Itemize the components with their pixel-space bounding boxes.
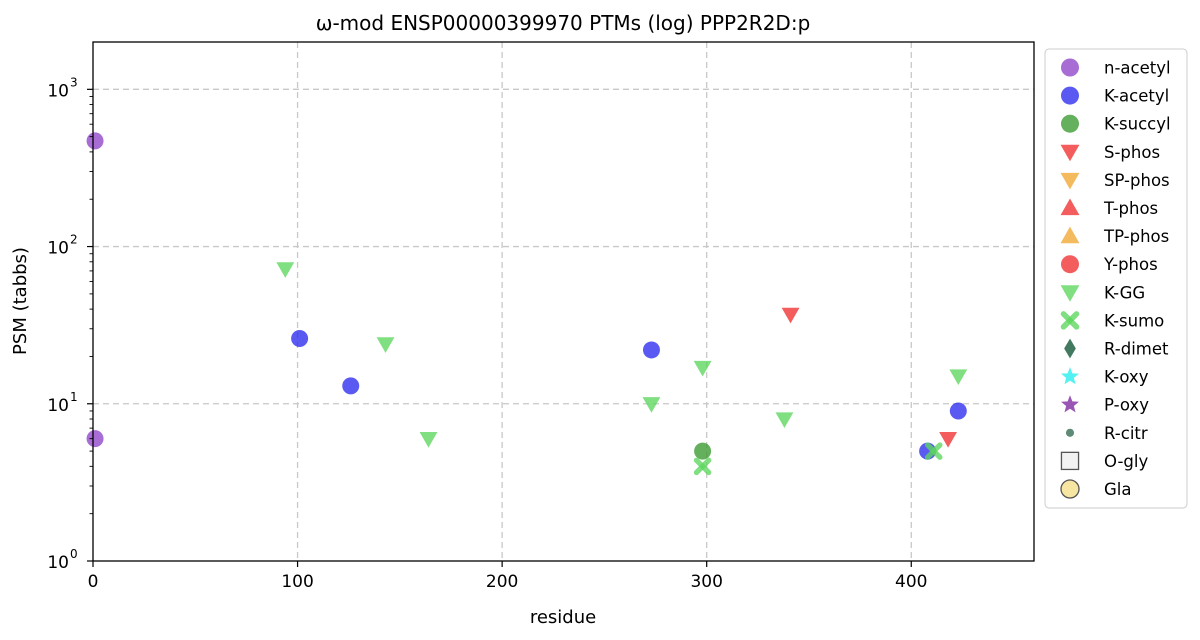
- y-axis-label: PSM (tabbs): [10, 247, 31, 355]
- x-tick-label: 400: [895, 572, 927, 592]
- data-point-K-succyl: [694, 442, 712, 460]
- data-point-n-acetyl: [86, 132, 104, 150]
- legend-label-SP-phos: SP-phos: [1104, 171, 1170, 190]
- data-point-K-acetyl: [642, 341, 660, 359]
- legend-label-T-phos: T-phos: [1103, 199, 1158, 218]
- legend-label-R-citr: R-citr: [1104, 424, 1148, 443]
- y-tick-exponent: 0: [70, 547, 78, 561]
- legend-frame: [1044, 48, 1188, 509]
- data-point-K-GG: [775, 412, 794, 428]
- legend-marker-K-succyl: [1061, 114, 1079, 133]
- x-tick-label: 200: [486, 572, 518, 592]
- data-point-K-GG: [419, 431, 438, 448]
- x-tick-label: 100: [281, 572, 313, 592]
- data-point-S-phos: [781, 307, 800, 324]
- legend-label-Gla: Gla: [1104, 480, 1131, 499]
- data-point-K-sumo-stroke-b: [925, 442, 943, 460]
- legend-marker-K-oxy: [1061, 367, 1079, 385]
- x-axis-label: residue: [530, 607, 596, 628]
- y-tick-label: 10: [47, 396, 69, 416]
- data-point-extra: [939, 431, 958, 448]
- data-point-K-GG: [642, 397, 661, 413]
- grid-lines: [93, 42, 1034, 561]
- legend-label-K-oxy: K-oxy: [1104, 368, 1149, 387]
- legend-label-K-GG: K-GG: [1104, 283, 1145, 302]
- y-tick-exponent: 2: [70, 233, 78, 247]
- legend-marker-TP-phos: [1060, 226, 1080, 244]
- legend-label-Y-phos: Y-phos: [1103, 255, 1158, 274]
- legend-label-K-succyl: K-succyl: [1104, 115, 1171, 134]
- legend-marker-n-acetyl: [1061, 58, 1079, 77]
- legend-marker-T-phos: [1060, 198, 1080, 216]
- y-tick-exponent: 3: [70, 75, 78, 89]
- data-point-K-sumo: [925, 442, 943, 460]
- legend-label-S-phos: S-phos: [1104, 143, 1160, 162]
- chart-title: ω-mod ENSP00000399970 PTMs (log) PPP2R2D…: [316, 11, 811, 35]
- legend-marker-O-gly: [1060, 451, 1080, 471]
- data-point-n-acetyl: [86, 430, 104, 448]
- y-tick-label: 10: [47, 81, 69, 101]
- legend-marker-Y-phos: [1061, 255, 1079, 274]
- legend-marker-R-dimet: [1064, 338, 1076, 359]
- legend-label-R-dimet: R-dimet: [1104, 340, 1169, 359]
- data-point-K-sumo: [693, 457, 712, 476]
- data-points: [86, 132, 968, 476]
- y-tick-label: 10: [47, 553, 69, 573]
- legend-marker-K-GG: [1060, 285, 1080, 302]
- legend-marker-P-oxy: [1061, 395, 1079, 413]
- legend-marker-R-citr: [1065, 428, 1075, 437]
- legend-label-n-acetyl: n-acetyl: [1104, 59, 1171, 78]
- plot-frame: [92, 41, 1035, 562]
- data-point-K-acetyl: [949, 402, 967, 420]
- legend: n-acetyl K-acetyl K-succyl S-phos SP-phos T-p…: [1044, 48, 1188, 509]
- legend-label-TP-phos: TP-phos: [1103, 227, 1169, 246]
- legend-label-K-acetyl: K-acetyl: [1104, 87, 1169, 106]
- legend-marker-S-phos: [1060, 144, 1080, 162]
- legend-marker-K-sumo-stroke-b: [1060, 311, 1080, 330]
- legend-marker-Gla: [1060, 479, 1080, 499]
- legend-marker-SP-phos: [1060, 172, 1080, 190]
- legend-label-O-gly: O-gly: [1104, 452, 1148, 471]
- legend-marker-K-sumo: [1060, 311, 1080, 330]
- legend-marker-K-acetyl: [1061, 86, 1079, 105]
- legend-label-K-sumo: K-sumo: [1104, 311, 1164, 330]
- data-point-K-GG: [276, 262, 295, 278]
- x-tick-label: 300: [690, 572, 722, 592]
- y-tick-label: 10: [47, 239, 69, 259]
- data-point-K-acetyl: [342, 377, 360, 395]
- x-tick-label: 0: [88, 572, 99, 592]
- data-point-K-GG: [376, 337, 395, 353]
- data-point-K-acetyl: [291, 330, 309, 348]
- data-point-K-GG: [949, 369, 968, 386]
- y-tick-exponent: 1: [70, 390, 78, 404]
- data-point-K-GG: [693, 360, 712, 377]
- legend-label-P-oxy: P-oxy: [1104, 396, 1149, 415]
- data-point-K-sumo-stroke-b: [693, 457, 712, 476]
